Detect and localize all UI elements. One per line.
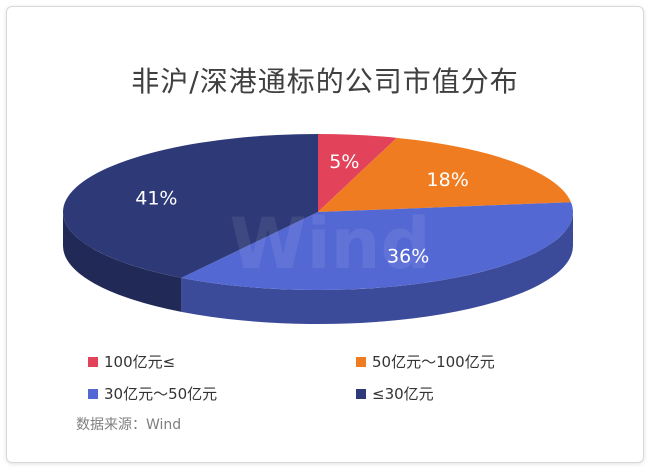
legend-item-2: 30亿元～50亿元 [88, 383, 217, 404]
legend-swatch [356, 388, 366, 399]
pie-label-1: 18% [427, 169, 469, 191]
pie-side-2 [181, 212, 573, 324]
pie-slice-0 [318, 134, 397, 212]
source-note: 数据来源：Wind [76, 417, 182, 433]
legend-swatch [356, 356, 366, 367]
pie-label-3: 41% [135, 188, 177, 210]
pie-sides [63, 212, 573, 324]
pie-slice-3 [63, 134, 318, 278]
legend-label: 100亿元≤ [104, 353, 176, 371]
pie-label-0: 5% [329, 151, 359, 173]
legend-item-0: 100亿元≤ [88, 351, 175, 372]
legend-label: ≤30亿元 [372, 385, 434, 403]
pie-data-labels: 5% 18% 36% 41% [135, 151, 469, 267]
legend-item-1: 50亿元～100亿元 [356, 351, 495, 372]
pie-slice-2 [181, 202, 573, 290]
legend-label: 30亿元～50亿元 [104, 385, 218, 403]
pie-slice-1 [318, 137, 571, 212]
legend-swatch [88, 388, 98, 399]
legend-item-3: ≤30亿元 [356, 383, 434, 404]
pie-label-2: 36% [387, 245, 429, 267]
watermark: Wind [229, 203, 430, 285]
pie-slices [63, 134, 573, 290]
chart-title: 非沪/深港通标的公司市值分布 [131, 65, 519, 98]
legend-label: 50亿元～100亿元 [372, 353, 495, 371]
pie-side-3 [63, 212, 182, 312]
legend-swatch [88, 356, 98, 367]
